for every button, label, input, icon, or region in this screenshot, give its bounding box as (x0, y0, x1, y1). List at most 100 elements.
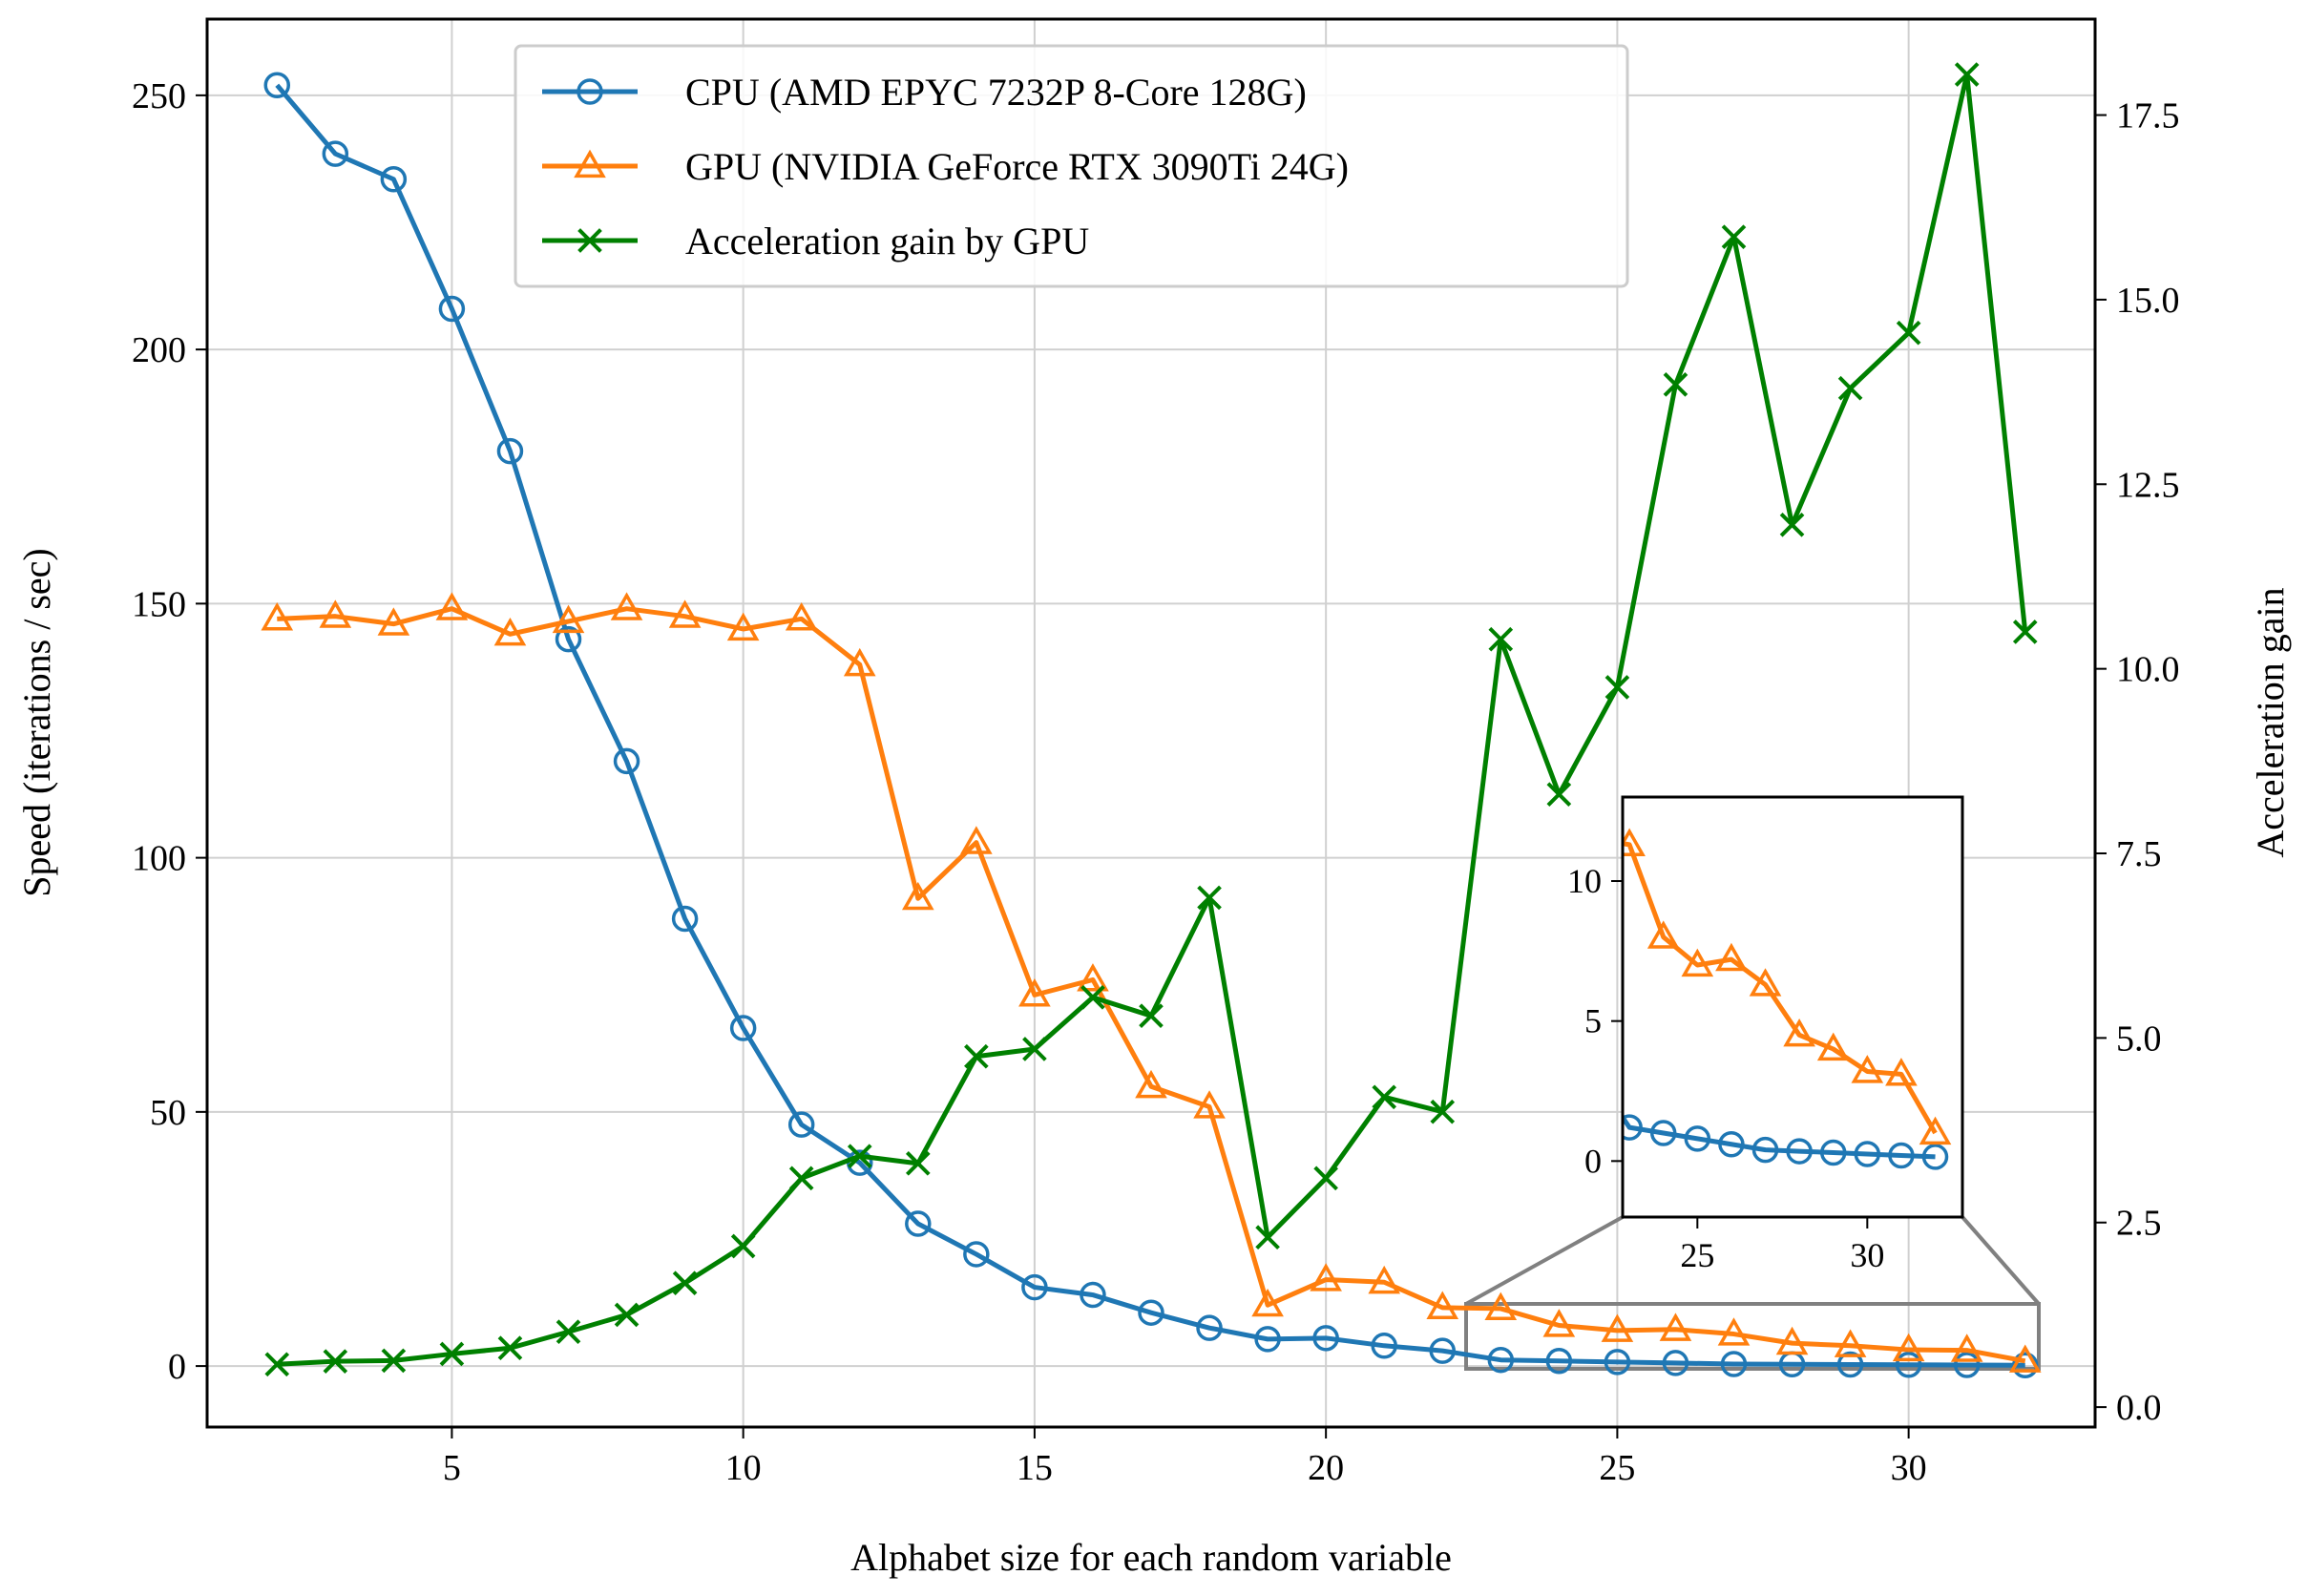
data-point (1251, 1288, 1284, 1317)
data-point (613, 747, 640, 775)
inset-x-tick-label: 30 (1850, 1236, 1884, 1274)
data-point (785, 602, 818, 631)
data-point (901, 881, 934, 911)
data-point (1430, 1099, 1456, 1124)
legend-label: GPU (NVIDIA GeForce RTX 3090Ti 24G) (685, 145, 1349, 188)
inset-data-point (1684, 1125, 1711, 1152)
data-point (671, 905, 699, 933)
data-point (1720, 1351, 1748, 1377)
data-point (1542, 1309, 1576, 1337)
y-right-tick-label: 7.5 (2116, 834, 2162, 874)
x-tick-label: 25 (1599, 1448, 1635, 1488)
data-point (1080, 1281, 1106, 1309)
inset-data-point (1649, 1120, 1677, 1146)
axes-layer: 5 10 15 20 25 300501001502002500.02.55.07.510… (132, 17, 2180, 1488)
y-axis-right-label: Acceleration gain (2249, 587, 2292, 857)
y-tick-label: 50 (150, 1093, 186, 1133)
axis-titles: Alphabet size for each random variable S… (15, 548, 2292, 1579)
data-point (1080, 985, 1105, 1010)
data-point (555, 625, 582, 653)
data-point (264, 1352, 290, 1377)
legend-marker (577, 228, 602, 253)
data-point (610, 592, 643, 620)
data-point (261, 602, 294, 631)
data-point (1834, 1329, 1867, 1357)
inset-data-point (1681, 948, 1714, 977)
inset-series-layer (1583, 826, 1952, 1170)
data-point (1313, 1166, 1338, 1191)
x-tick-label: 30 (1891, 1448, 1927, 1488)
data-point (493, 617, 527, 646)
series-line (275, 83, 2025, 1368)
data-point (1310, 1263, 1342, 1292)
data-point (1018, 978, 1051, 1007)
data-point (435, 592, 469, 620)
data-point (1601, 1313, 1634, 1342)
inset-data-point (1718, 1130, 1745, 1158)
x-tick-label: 10 (725, 1448, 762, 1488)
y-right-tick-label: 5.0 (2116, 1018, 2162, 1059)
data-point (1836, 1351, 1864, 1378)
legend-box (514, 44, 1629, 288)
data-point (905, 1151, 931, 1176)
inset-data-point (1715, 942, 1748, 972)
data-point (847, 1144, 872, 1168)
inset-data-point (1623, 1114, 1643, 1141)
inset-frame (1621, 795, 1964, 1219)
inset-data-point (1584, 1065, 1607, 1088)
inset-x-tick-label: 25 (1680, 1236, 1714, 1274)
data-point (1546, 782, 1572, 807)
y-right-tick-label: 10.0 (2116, 650, 2180, 690)
y-right-tick-label: 15.0 (2116, 281, 2180, 321)
inset-data-point (1885, 1058, 1918, 1086)
data-point (1663, 372, 1688, 397)
data-point (1255, 1225, 1280, 1250)
data-point (614, 1302, 640, 1328)
data-point (1662, 1350, 1689, 1376)
data-point (1312, 1325, 1339, 1352)
data-point (787, 1111, 815, 1138)
data-point (1197, 885, 1222, 911)
inset-chart: 25 30 0 5 10 (1567, 795, 1964, 1274)
data-point (1950, 1334, 1983, 1362)
legend-entry: CPU (AMD EPYC 7232P 8-Core 128G) (542, 71, 1307, 114)
data-point (381, 1348, 407, 1374)
data-point (1368, 1265, 1401, 1294)
data-point (905, 1210, 932, 1237)
inset-data-point (1786, 1138, 1813, 1165)
data-point (1022, 1037, 1047, 1061)
legend: CPU (AMD EPYC 7232P 8-Core 128G) GPU (NVI… (514, 44, 1629, 288)
inset-data-point (1646, 920, 1680, 949)
data-point (380, 165, 408, 193)
x-tick-label: 20 (1308, 1448, 1344, 1488)
series-line (277, 606, 2026, 1364)
inset-data-point (1583, 826, 1609, 849)
data-point (263, 72, 291, 98)
zoom-indicator (1464, 1215, 2041, 1371)
legend-label: Acceleration gain by GPU (685, 220, 1089, 262)
y-right-tick-label: 12.5 (2116, 465, 2180, 505)
data-point (672, 1270, 698, 1295)
zoom-connector-left (1465, 1215, 1624, 1306)
data-point (2008, 1344, 2042, 1373)
data-point (1953, 1352, 1981, 1378)
y-tick-label: 200 (132, 330, 186, 370)
x-tick-label: 5 (443, 1448, 461, 1488)
y-right-tick-label: 17.5 (2116, 96, 2180, 136)
inset-y-tick-label: 10 (1567, 862, 1602, 900)
data-point (1896, 320, 1921, 346)
data-point (843, 647, 876, 677)
x-tick-label: 15 (1017, 1448, 1053, 1488)
data-point (964, 1043, 989, 1069)
series-gain (264, 62, 2038, 1377)
data-point (1135, 1069, 1167, 1099)
data-point (1484, 1292, 1518, 1321)
data-point (1021, 1273, 1048, 1301)
inset-y-tick-label: 5 (1584, 1002, 1602, 1040)
x-axis-label: Alphabet size for each random variable (850, 1536, 1452, 1579)
data-point (1892, 1333, 1925, 1362)
zoom-rect (1464, 1302, 2041, 1371)
inset-series-gpu (1583, 826, 1952, 1145)
data-point (1837, 375, 1863, 401)
